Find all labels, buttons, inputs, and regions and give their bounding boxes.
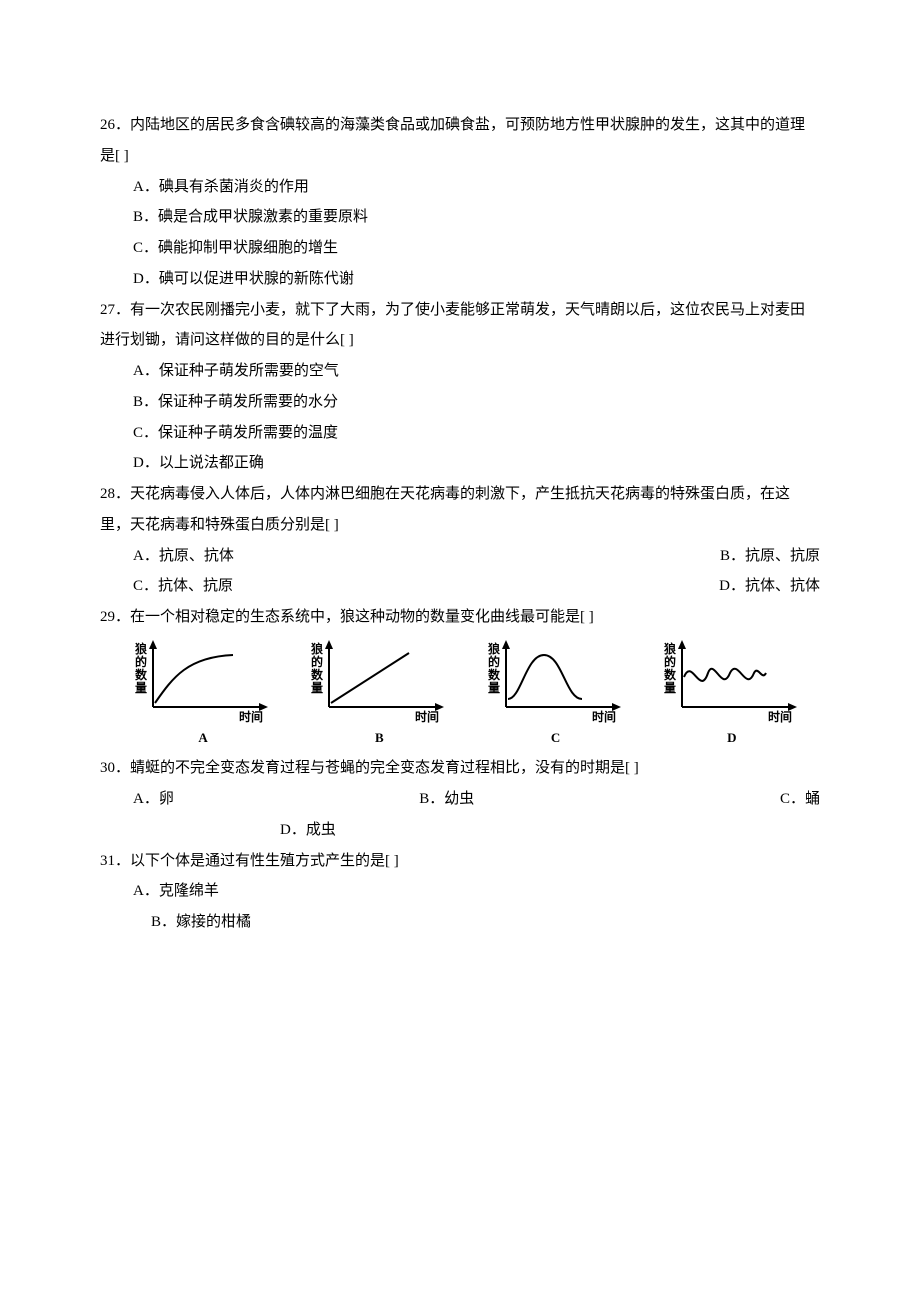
- chart-label: D: [727, 725, 736, 752]
- question-31-option-b: B．嫁接的柑橘: [100, 907, 820, 938]
- question-28-options-row2: C．抗体、抗原 D．抗体、抗体: [100, 571, 820, 602]
- question-30-option-a: A．卵: [133, 784, 419, 815]
- question-26-option-d: D．碘可以促进甲状腺的新陈代谢: [133, 264, 820, 295]
- question-26-option-a: A．碘具有杀菌消炎的作用: [133, 172, 820, 203]
- svg-text:量: 量: [135, 681, 147, 695]
- question-28-option-c: C．抗体、抗原: [133, 571, 233, 602]
- svg-text:时间: 时间: [415, 709, 439, 723]
- chart-svg: 狼的数量时间: [486, 637, 626, 723]
- svg-text:数: 数: [135, 667, 148, 682]
- chart-c: 狼的数量时间C: [486, 637, 626, 752]
- svg-text:量: 量: [664, 681, 676, 695]
- question-26-option-c: C．碘能抑制甲状腺细胞的增生: [133, 233, 820, 264]
- question-26-options: A．碘具有杀菌消炎的作用 B．碘是合成甲状腺激素的重要原料 C．碘能抑制甲状腺细…: [100, 172, 820, 295]
- question-28-option-a: A．抗原、抗体: [133, 541, 234, 572]
- question-29-stem: 29．在一个相对稳定的生态系统中，狼这种动物的数量变化曲线最可能是[ ]: [100, 602, 820, 633]
- question-31-number: 31．: [100, 853, 130, 869]
- question-28-stem: 28．天花病毒侵入人体后，人体内淋巴细胞在天花病毒的刺激下，产生抵抗天花病毒的特…: [100, 479, 820, 541]
- question-27-options: A．保证种子萌发所需要的空气 B．保证种子萌发所需要的水分 C．保证种子萌发所需…: [100, 356, 820, 479]
- question-31-options: A．克隆绵羊: [100, 876, 820, 907]
- chart-label: B: [375, 725, 384, 752]
- question-28: 28．天花病毒侵入人体后，人体内淋巴细胞在天花病毒的刺激下，产生抵抗天花病毒的特…: [100, 479, 820, 602]
- question-27-option-d: D．以上说法都正确: [133, 448, 820, 479]
- question-30-option-d: D．成虫: [100, 815, 820, 846]
- svg-text:时间: 时间: [592, 709, 616, 723]
- svg-text:数: 数: [311, 667, 324, 682]
- question-29-text: 在一个相对稳定的生态系统中，狼这种动物的数量变化曲线最可能是[ ]: [130, 609, 594, 625]
- question-27-stem: 27．有一次农民刚播完小麦，就下了大雨，为了使小麦能够正常萌发，天气晴朗以后，这…: [100, 295, 820, 357]
- chart-svg: 狼的数量时间: [133, 637, 273, 723]
- question-26-text: 内陆地区的居民多食含碘较高的海藻类食品或加碘食盐，可预防地方性甲状腺肿的发生，这…: [100, 117, 805, 164]
- svg-text:数: 数: [664, 667, 677, 682]
- svg-text:时间: 时间: [239, 709, 263, 723]
- svg-text:的: 的: [311, 654, 323, 669]
- question-30-option-b: B．幼虫: [419, 784, 705, 815]
- svg-text:狼: 狼: [135, 641, 148, 656]
- svg-text:时间: 时间: [768, 709, 792, 723]
- question-30-options-row: A．卵 B．幼虫 C．蛹: [100, 784, 820, 815]
- question-26-number: 26．: [100, 117, 130, 133]
- chart-b: 狼的数量时间B: [309, 637, 449, 752]
- question-27-number: 27．: [100, 302, 130, 318]
- question-27-text: 有一次农民刚播完小麦，就下了大雨，为了使小麦能够正常萌发，天气晴朗以后，这位农民…: [100, 302, 805, 349]
- question-30: 30．蜻蜓的不完全变态发育过程与苍蝇的完全变态发育过程相比，没有的时期是[ ] …: [100, 753, 820, 845]
- question-26-stem: 26．内陆地区的居民多食含碘较高的海藻类食品或加碘食盐，可预防地方性甲状腺肿的发…: [100, 110, 820, 172]
- question-27-option-c: C．保证种子萌发所需要的温度: [133, 418, 820, 449]
- chart-label: C: [551, 725, 560, 752]
- question-27-option-b: B．保证种子萌发所需要的水分: [133, 387, 820, 418]
- question-30-number: 30．: [100, 760, 130, 776]
- svg-text:数: 数: [488, 667, 501, 682]
- chart-svg: 狼的数量时间: [662, 637, 802, 723]
- svg-text:的: 的: [488, 654, 500, 669]
- question-28-text: 天花病毒侵入人体后，人体内淋巴细胞在天花病毒的刺激下，产生抵抗天花病毒的特殊蛋白…: [100, 486, 790, 533]
- question-28-option-d: D．抗体、抗体: [719, 571, 820, 602]
- question-31-option-a: A．克隆绵羊: [133, 876, 820, 907]
- question-28-number: 28．: [100, 486, 130, 502]
- svg-text:狼: 狼: [311, 641, 324, 656]
- question-28-options-row1: A．抗原、抗体 B．抗原、抗原: [100, 541, 820, 572]
- question-31-text: 以下个体是通过有性生殖方式产生的是[ ]: [130, 853, 399, 869]
- question-30-text: 蜻蜓的不完全变态发育过程与苍蝇的完全变态发育过程相比，没有的时期是[ ]: [130, 760, 639, 776]
- svg-text:狼: 狼: [664, 641, 677, 656]
- question-27-option-a: A．保证种子萌发所需要的空气: [133, 356, 820, 387]
- svg-text:量: 量: [311, 681, 323, 695]
- question-29-charts: 狼的数量时间A狼的数量时间B狼的数量时间C狼的数量时间D: [100, 637, 820, 752]
- question-26: 26．内陆地区的居民多食含碘较高的海藻类食品或加碘食盐，可预防地方性甲状腺肿的发…: [100, 110, 820, 295]
- question-28-option-b: B．抗原、抗原: [720, 541, 820, 572]
- svg-text:量: 量: [488, 681, 500, 695]
- question-31: 31．以下个体是通过有性生殖方式产生的是[ ] A．克隆绵羊 B．嫁接的柑橘: [100, 846, 820, 938]
- chart-a: 狼的数量时间A: [133, 637, 273, 752]
- question-29: 29．在一个相对稳定的生态系统中，狼这种动物的数量变化曲线最可能是[ ] 狼的数…: [100, 602, 820, 751]
- chart-d: 狼的数量时间D: [662, 637, 802, 752]
- question-31-stem: 31．以下个体是通过有性生殖方式产生的是[ ]: [100, 846, 820, 877]
- svg-text:的: 的: [135, 654, 147, 669]
- svg-text:狼: 狼: [488, 641, 501, 656]
- exam-page: 26．内陆地区的居民多食含碘较高的海藻类食品或加碘食盐，可预防地方性甲状腺肿的发…: [50, 0, 870, 998]
- question-30-option-c: C．蛹: [706, 784, 821, 815]
- question-30-stem: 30．蜻蜓的不完全变态发育过程与苍蝇的完全变态发育过程相比，没有的时期是[ ]: [100, 753, 820, 784]
- question-26-option-b: B．碘是合成甲状腺激素的重要原料: [133, 202, 820, 233]
- svg-text:的: 的: [664, 654, 676, 669]
- question-27: 27．有一次农民刚播完小麦，就下了大雨，为了使小麦能够正常萌发，天气晴朗以后，这…: [100, 295, 820, 480]
- chart-label: A: [198, 725, 207, 752]
- chart-svg: 狼的数量时间: [309, 637, 449, 723]
- question-29-number: 29．: [100, 609, 130, 625]
